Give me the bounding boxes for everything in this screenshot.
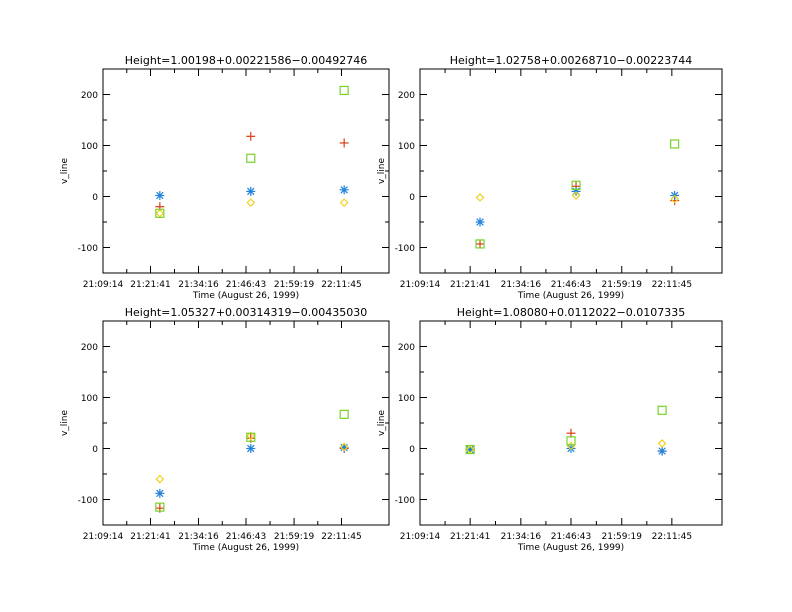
- chart-title: Height=1.05327+0.00314319−0.00435030: [125, 306, 367, 319]
- y-axis-label: v_line: [377, 158, 387, 185]
- chart-title: Height=1.08080+0.0112022−0.0107335: [457, 306, 685, 319]
- x-tick-label: 21:46:43: [226, 280, 266, 290]
- chart-panel-1: Height=1.00198+0.00221586−0.00492746 -100…: [60, 54, 390, 301]
- x-tick-label: 21:59:19: [274, 532, 315, 542]
- y-tick-label: 200: [398, 343, 415, 353]
- data-point-square: [475, 239, 485, 249]
- x-axis-label: Time (August 26, 1999): [517, 291, 624, 301]
- data-point-square: [246, 432, 256, 442]
- data-point-asterisk: [155, 488, 165, 498]
- data-point-square: [670, 139, 680, 149]
- data-point-diamond: [246, 198, 256, 207]
- data-point-plus: [246, 131, 256, 141]
- data-point-square: [571, 180, 581, 190]
- data-point-square: [339, 409, 349, 419]
- x-tick-label: 21:21:41: [130, 280, 170, 290]
- data-point-diamond: [246, 431, 256, 441]
- data-point-asterisk: [246, 444, 256, 453]
- y-tick-label: 0: [409, 445, 415, 455]
- chart-panel-3: Height=1.05327+0.00314319−0.00435030 -100…: [60, 306, 390, 553]
- data-point-asterisk: [475, 217, 485, 227]
- y-axis-label: v_line: [60, 158, 70, 185]
- data-point-diamond: [339, 198, 349, 207]
- x-tick-label: 21:21:41: [450, 532, 490, 542]
- data-point-diamond: [670, 194, 680, 204]
- y-tick-label: -100: [78, 244, 99, 254]
- x-tick-label: 21:21:41: [450, 280, 490, 290]
- data-point-square: [246, 153, 256, 163]
- data-point-diamond: [475, 193, 485, 202]
- x-tick-label: 21:59:19: [602, 280, 643, 290]
- data-point-asterisk: [566, 444, 576, 453]
- data-point-square: [339, 85, 349, 96]
- data-point-diamond: [155, 474, 165, 484]
- x-tick-label: 22:11:45: [652, 280, 692, 290]
- data-point-plus: [339, 138, 349, 148]
- y-tick-label: 0: [92, 193, 98, 203]
- data-point-diamond: [339, 442, 349, 452]
- chart-panel-2: Height=1.02758+0.00268710−0.00223744 -100…: [377, 54, 723, 301]
- y-tick-label: -100: [395, 244, 416, 254]
- chart-title: Height=1.00198+0.00221586−0.00492746: [125, 54, 367, 67]
- x-axis-label: Time (August 26, 1999): [517, 543, 624, 553]
- data-point-plus: [475, 239, 485, 249]
- plot-frame: [102, 320, 390, 526]
- data-point-diamond: [657, 439, 667, 448]
- chart-panel-4: Height=1.08080+0.0112022−0.0107335 -100 0 1…: [377, 306, 723, 553]
- y-tick-label: 100: [81, 142, 98, 152]
- x-axis-label: Time (August 26, 1999): [192, 543, 299, 553]
- y-tick-label: 200: [81, 91, 98, 101]
- x-tick-label: 21:59:19: [274, 280, 315, 290]
- x-tick-label: 21:46:43: [551, 532, 591, 542]
- x-tick-label: 22:11:45: [652, 532, 692, 542]
- data-point-plus: [566, 428, 576, 438]
- x-tick-label: 21:34:16: [178, 532, 219, 542]
- x-tick-label: 21:09:14: [400, 532, 441, 542]
- y-axis-label: v_line: [60, 410, 70, 437]
- x-tick-label: 21:21:41: [130, 532, 170, 542]
- data-point-square: [155, 502, 165, 512]
- x-tick-label: 21:09:14: [400, 280, 441, 290]
- y-tick-label: 0: [92, 445, 98, 455]
- y-tick-label: -100: [78, 496, 99, 506]
- data-point-square: [657, 405, 667, 415]
- y-axis-label: v_line: [377, 410, 387, 437]
- x-tick-label: 21:34:16: [178, 280, 219, 290]
- y-tick-label: 0: [409, 193, 415, 203]
- data-point-square: [465, 444, 475, 455]
- x-axis-label: Time (August 26, 1999): [192, 291, 299, 301]
- plot-frame: [419, 320, 723, 526]
- y-tick-label: 200: [398, 91, 415, 101]
- y-tick-label: 100: [81, 394, 98, 404]
- data-point-asterisk: [155, 190, 165, 200]
- x-tick-label: 22:11:45: [321, 532, 361, 542]
- data-point-asterisk: [246, 186, 256, 196]
- x-tick-label: 21:46:43: [551, 280, 591, 290]
- x-tick-label: 21:34:16: [501, 532, 542, 542]
- y-tick-label: -100: [395, 496, 416, 506]
- x-tick-label: 21:34:16: [501, 280, 542, 290]
- data-point-square: [566, 436, 576, 446]
- chart-title: Height=1.02758+0.00268710−0.00223744: [450, 54, 692, 67]
- data-point-square: [155, 208, 165, 218]
- x-tick-label: 21:59:19: [602, 532, 643, 542]
- y-tick-label: 200: [81, 343, 98, 353]
- plot-frame: [102, 68, 390, 274]
- x-tick-label: 21:09:14: [83, 532, 124, 542]
- x-tick-label: 21:09:14: [83, 280, 124, 290]
- x-tick-label: 22:11:45: [321, 280, 361, 290]
- data-point-asterisk: [339, 185, 349, 195]
- data-point-asterisk: [657, 446, 667, 456]
- data-point-diamond: [571, 191, 581, 200]
- plot-frame: [419, 68, 723, 274]
- y-tick-label: 100: [398, 142, 415, 152]
- x-tick-label: 21:46:43: [226, 532, 266, 542]
- y-tick-label: 100: [398, 394, 415, 404]
